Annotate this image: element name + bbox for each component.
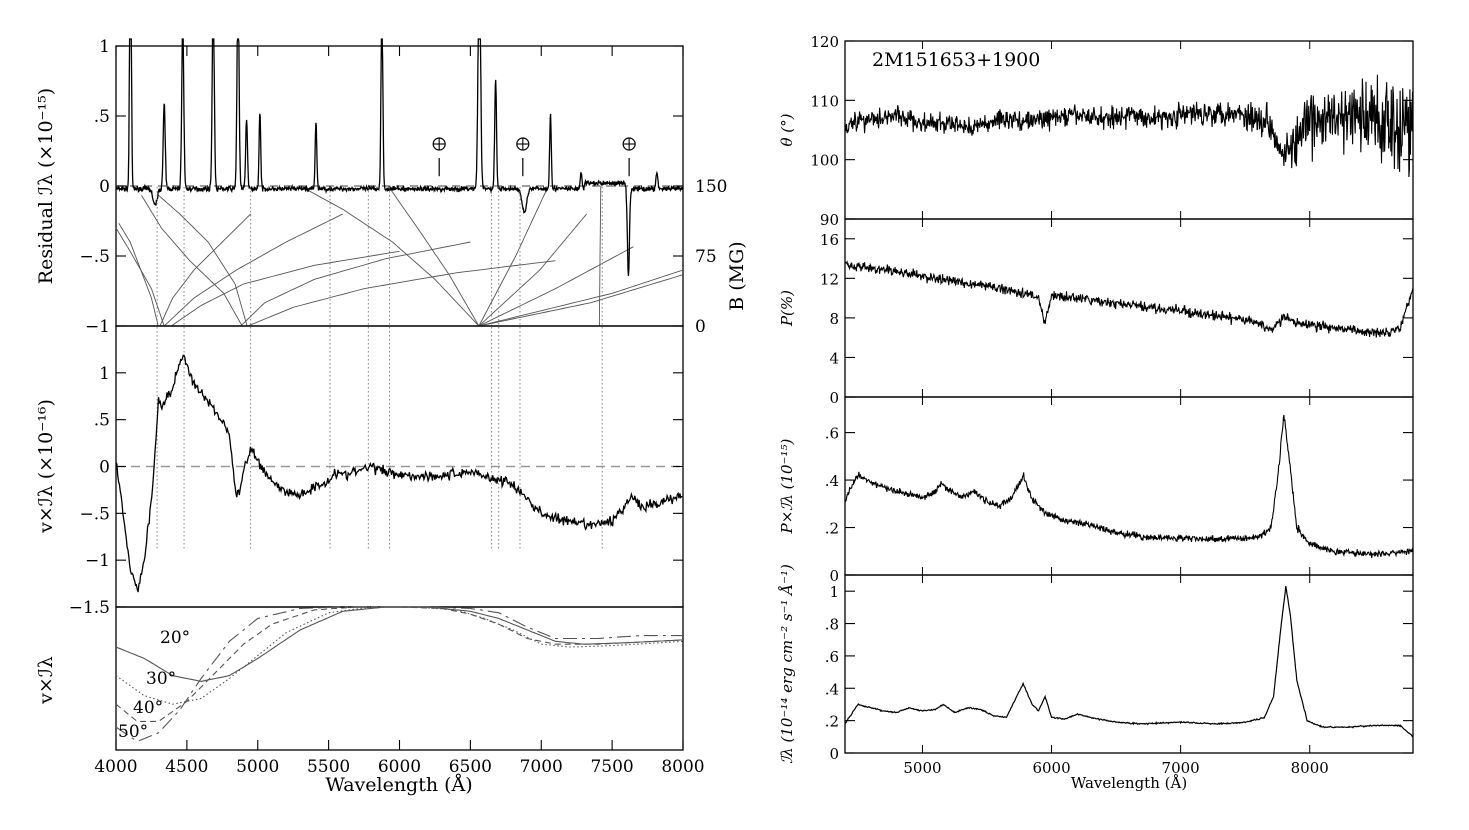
left-top-ytick-label: −1 [85, 317, 110, 337]
right-5-ytick-label: .2 [825, 520, 839, 538]
inclination-label: 30° [146, 669, 176, 689]
flux-line [844, 586, 1414, 738]
field-track-line [478, 213, 587, 327]
left-xtick-label: 7500 [590, 757, 633, 777]
right-5-ytick-label: .6 [825, 425, 839, 443]
right-4-ytick-label: 4 [829, 349, 839, 367]
field-track-line [478, 269, 684, 327]
left-bottom-ylabel: v×ℐλ [35, 656, 57, 705]
left-bottom-panel: 20° 30° 40° 50° 4000 4500 5000 5500 6000 6500 700… [35, 46, 705, 796]
right-6-ytick-label: .4 [825, 680, 839, 698]
right-3-ylabel: P×ℐλ (10⁻¹⁵) [778, 438, 796, 534]
field-track-line [159, 213, 252, 327]
field-track-line [387, 185, 480, 327]
inclination-label: 50° [118, 722, 148, 742]
left-xtick-label: 8000 [661, 757, 704, 777]
polarized-flux-line [844, 414, 1414, 559]
model-curve-dashed [115, 606, 684, 722]
right-4-ytick-label: 0 [829, 389, 839, 407]
polarization-percent-line [844, 260, 1414, 338]
right-5-ytick-label: .4 [825, 472, 839, 490]
right-panel-4: 1 .8 .6 .4 .2 0 5000 6000 7000 8000 ℐλ (10⁻¹⁴ er… [778, 41, 1414, 792]
inclination-label: 20° [160, 628, 190, 648]
right-3-ytick-label: 110 [810, 92, 839, 110]
field-track-line [247, 260, 556, 327]
object-name-title: 2M151653+1900 [872, 49, 1040, 71]
field-track-line [300, 185, 480, 327]
left-middle-ytick-label: 0 [99, 458, 110, 478]
field-track-line [478, 246, 634, 327]
right-xtick-label: 6000 [1032, 759, 1070, 777]
right-6-ytick-label: 0 [829, 745, 839, 763]
right-xtick-label: 7000 [1162, 759, 1200, 777]
theta-line [844, 74, 1414, 178]
field-track-line [115, 227, 165, 327]
right-6-ytick-label: .8 [825, 616, 839, 634]
right-1-ylabel: θ (°) [778, 113, 796, 146]
field-track-line [158, 194, 248, 327]
field-track-line [478, 185, 549, 327]
left-xtick-label: 4500 [165, 757, 208, 777]
right-6-ytick-label: .2 [825, 713, 839, 731]
model-curve-long-dash [115, 606, 683, 742]
field-track-line [163, 213, 343, 327]
model-curve-dotted [115, 606, 684, 705]
left-top-ytick-label: 1 [99, 37, 110, 57]
left-top-ytick-label: −.5 [80, 247, 110, 267]
right-4-ylabel: ℐλ (10⁻¹⁴ erg cm⁻² s⁻¹ Å⁻¹) [778, 564, 796, 764]
right-2-ylabel: P(%) [778, 290, 796, 327]
field-track-line [171, 250, 400, 327]
field-track-line [141, 195, 243, 327]
residual-spectrum-line [115, 38, 684, 276]
right-3-ytick-label: 100 [810, 152, 839, 170]
left-middle-ytick-label: −1.5 [69, 598, 110, 618]
left-xtick-label: 7000 [520, 757, 563, 777]
right-6-ytick-label: .6 [825, 648, 839, 666]
left-xtick-label: 5000 [236, 757, 279, 777]
left-xtick-label: 5500 [307, 757, 350, 777]
inclination-label: 40° [133, 698, 163, 718]
right-4-ytick-label: 8 [829, 310, 839, 328]
left-middle-ytick-label: .5 [94, 411, 110, 431]
right-5-ytick-label: 0 [829, 567, 839, 585]
circular-polarization-line [115, 354, 683, 593]
right-4-frame [844, 574, 1414, 754]
right-panel-3: .6 .4 .2 0 P×ℐλ (10⁻¹⁵) [778, 396, 1414, 585]
field-track-line [478, 274, 684, 327]
right-xtick-label: 8000 [1291, 759, 1329, 777]
right-panel-2: 16 12 8 4 0 P(%) [778, 218, 1414, 407]
left-top-panel: 1 .5 0 −.5 −1 150 75 0 Residual ℐλ (×10⁻¹⁵) B … [35, 37, 748, 337]
left-middle-panel: 1 .5 0 −.5 −1 −1.5 v×ℐλ (×10⁻¹⁶) [35, 187, 684, 618]
right-6-ytick-label: 1 [829, 583, 839, 601]
right-xtick-label: 5000 [903, 759, 941, 777]
right-3-ytick-label: 120 [810, 33, 839, 51]
right-2-frame [844, 218, 1414, 398]
right-xlabel: Wavelength (Å) [1071, 774, 1187, 792]
left-top-ytick-label: 0 [99, 177, 110, 197]
left-top-right-tick-label: 75 [695, 247, 717, 267]
left-top-ylabel: Residual ℐλ (×10⁻¹⁵) [35, 88, 57, 284]
field-track-line [240, 241, 471, 327]
left-top-ylabel-right: B (MG) [726, 241, 748, 310]
left-top-ytick-label: .5 [94, 107, 110, 127]
left-xtick-label: 4000 [94, 757, 137, 777]
right-3-ytick-label: 90 [820, 211, 839, 229]
left-top-right-tick-label: 0 [695, 317, 706, 337]
left-xtick-label: 6000 [378, 757, 421, 777]
left-xlabel: Wavelength (Å) [325, 774, 472, 796]
left-middle-ytick-label: −1 [85, 551, 110, 571]
right-4-ytick-label: 12 [820, 270, 839, 288]
left-middle-ytick-label: 1 [99, 364, 110, 384]
right-panel-1: 120 110 100 90 2M151653+1900 θ (°) [778, 33, 1414, 229]
field-track-line [598, 185, 602, 326]
left-middle-ytick-label: −.5 [80, 504, 110, 524]
left-middle-ylabel: v×ℐλ (×10⁻¹⁶) [35, 399, 57, 534]
left-top-right-tick-label: 150 [695, 177, 727, 197]
right-4-ytick-label: 16 [820, 231, 839, 249]
left-xtick-label: 6500 [449, 757, 492, 777]
field-track-line [118, 223, 159, 327]
